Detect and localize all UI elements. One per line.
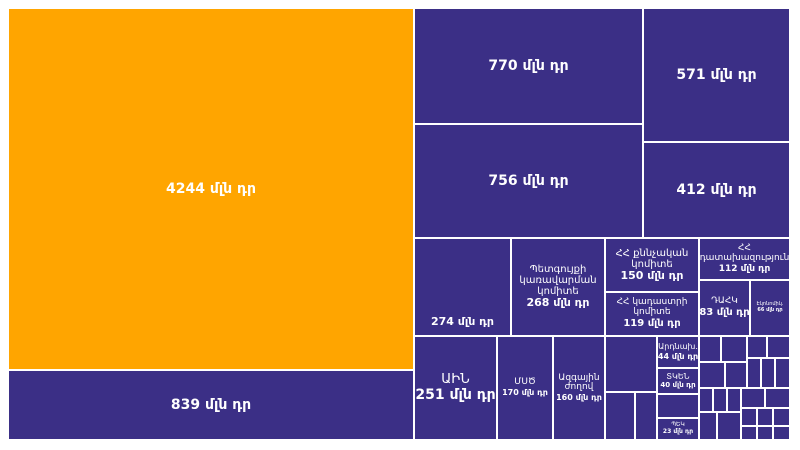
tile-value: 83 մլն դր (699, 307, 750, 319)
tile-name: ՀՀ (738, 242, 751, 253)
tile-value: 44 մլն դր (657, 351, 699, 361)
tile-name: ՏԿԵՆ (666, 371, 690, 381)
treemap-tile-small[interactable] (635, 392, 657, 440)
treemap-tile-small[interactable] (773, 426, 790, 440)
treemap-tile-small[interactable] (747, 336, 767, 358)
treemap-tile-small[interactable] (699, 412, 717, 440)
treemap-tile[interactable]: 412 մլն դր (643, 142, 790, 238)
treemap-tile[interactable]: 756 մլն դր (414, 124, 643, 238)
treemap-tile[interactable]: 4244 մլն դր (8, 8, 414, 370)
treemap-tile-small[interactable] (699, 388, 713, 412)
tile-name: ԴԱՀԿ (711, 296, 738, 307)
treemap-tile[interactable]: 571 մլն դր (643, 8, 790, 142)
tile-value: 756 մլն դր (488, 172, 569, 189)
treemap-tile[interactable]: ՀՀ քննչական կոմիտե 150 մլն դր (605, 238, 699, 292)
treemap-tile[interactable]: ՀՀ դատախազություն 112 մլն դր (699, 238, 790, 280)
treemap-tile[interactable]: Ազգային ժողով 160 մլն դր (553, 336, 605, 440)
treemap-tile[interactable]: Արդնախ. 44 մլն դր (657, 336, 699, 368)
tile-value: 160 մլն դր (556, 393, 602, 403)
tile-value: 150 մլն դր (620, 268, 684, 282)
treemap-tile[interactable]: Էկոնոմիկ. 66 մլն դր (750, 280, 790, 336)
tile-name: ՊԵԿ (671, 421, 685, 429)
tile-name: ՄՍԾ (514, 377, 536, 388)
treemap-tile-small[interactable] (605, 336, 657, 392)
treemap-tile[interactable]: ՊԵԿ 23 մլն դր (657, 418, 699, 440)
tile-name: ՀՀ կադաստրի կոմիտե (616, 297, 688, 318)
treemap-tile-small[interactable] (725, 362, 747, 388)
tile-name: ԱԻՆ (441, 371, 470, 387)
tile-value: 268 մլն դր (526, 296, 590, 310)
tile-name: Արդնախ. (658, 342, 698, 351)
tile-name: Էկոնոմիկ. (756, 301, 784, 308)
tile-value: 40 մլն դր (660, 381, 696, 390)
tile-value: 23 մլն դր (662, 427, 694, 435)
treemap-tile-small[interactable] (765, 388, 790, 408)
treemap-tile[interactable]: 770 մլն դր (414, 8, 643, 124)
tile-name: Պետգույքի կառավարման կոմիտե (519, 264, 597, 298)
tile-name: Ազգային ժողով (558, 372, 600, 393)
treemap-tile-small[interactable] (721, 336, 747, 362)
treemap-tile[interactable]: 274 մլն դր (414, 238, 511, 336)
treemap-tile-small[interactable] (741, 388, 765, 408)
tile-value: 251 մլն դր (415, 387, 496, 404)
treemap-tile-small[interactable] (757, 408, 773, 426)
tile-value: 119 մլն դր (623, 318, 681, 330)
treemap-tile[interactable]: ԱԻՆ 251 մլն դր (414, 336, 497, 440)
treemap-tile-small[interactable] (761, 358, 775, 388)
tile-name: ՀՀ քննչական կոմիտե (615, 247, 689, 270)
treemap-tile[interactable]: ԴԱՀԿ 83 մլն դր (699, 280, 750, 336)
tile-value: 274 մլն դր (430, 315, 494, 329)
treemap-tile-small[interactable] (741, 426, 757, 440)
treemap-tile[interactable]: ՀՀ կադաստրի կոմիտե 119 մլն դր (605, 292, 699, 336)
treemap-tile-small[interactable] (657, 394, 699, 418)
tile-value: 839 մլն դր (170, 396, 252, 413)
treemap-tile-small[interactable] (727, 388, 741, 412)
treemap-tile-small[interactable] (773, 408, 790, 426)
treemap-tile-small[interactable] (747, 358, 761, 388)
treemap-tile-small[interactable] (757, 426, 773, 440)
tile-value: 412 մլն դր (676, 181, 757, 198)
treemap-tile-small[interactable] (605, 392, 635, 440)
tile-value: 66 մլն դր (757, 306, 783, 313)
treemap-tile[interactable]: 839 մլն դր (8, 370, 414, 440)
treemap-tile-small[interactable] (767, 336, 790, 358)
treemap-tile-small[interactable] (713, 388, 727, 412)
tile-name-line2: դատախազություն (699, 252, 790, 263)
tile-value: 112 մլն դր (718, 263, 771, 274)
treemap-tile-small[interactable] (775, 358, 790, 388)
treemap-tile-small[interactable] (717, 412, 741, 440)
treemap-tile[interactable]: ՏԿԵՆ 40 մլն դր (657, 368, 699, 394)
treemap-tile-small[interactable] (699, 362, 725, 388)
tile-value: 770 մլն դր (488, 57, 569, 74)
treemap-tile[interactable]: Պետգույքի կառավարման կոմիտե 268 մլն դր (511, 238, 605, 336)
treemap-tile[interactable]: ՄՍԾ 170 մլն դր (497, 336, 553, 440)
treemap-tile-small[interactable] (699, 336, 721, 362)
tile-value: 170 մլն դր (502, 388, 548, 398)
treemap-tile-small[interactable] (741, 408, 757, 426)
tile-value: 4244 մլն դր (166, 180, 256, 197)
tile-value: 571 մլն դր (676, 66, 757, 83)
